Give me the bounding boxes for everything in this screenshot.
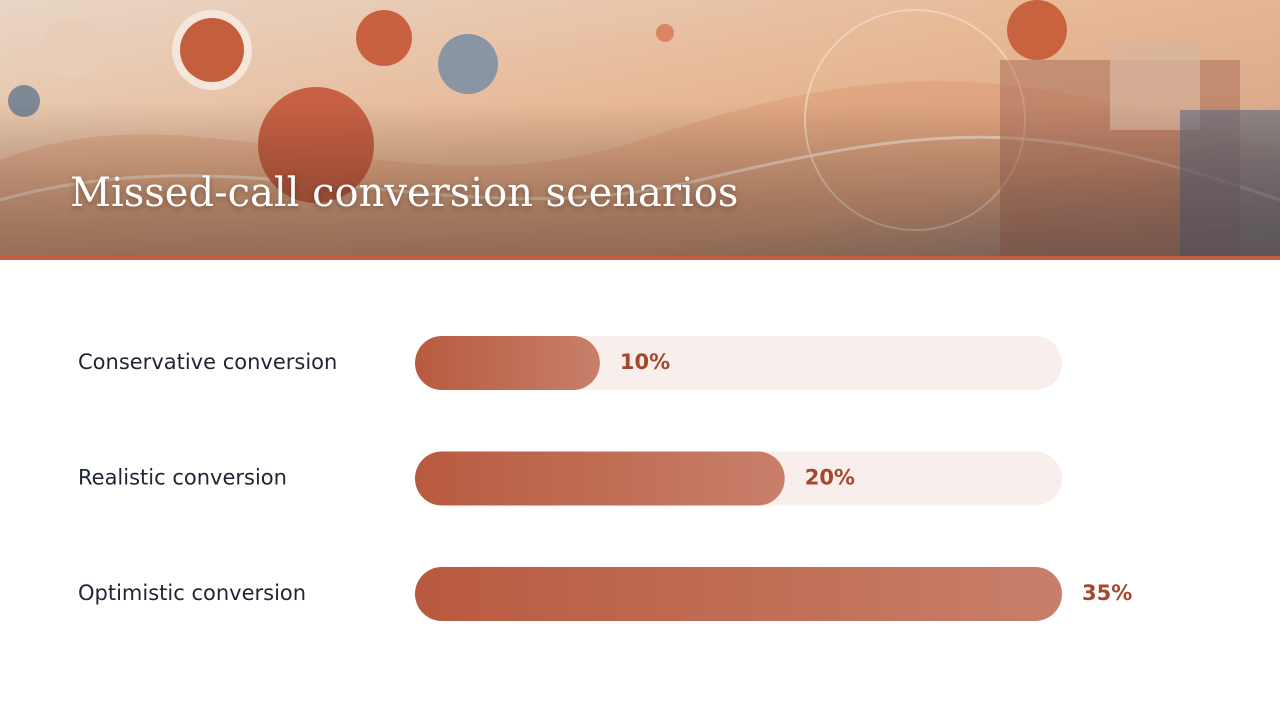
category-label: Optimistic conversion (78, 581, 306, 605)
bar (415, 336, 600, 390)
bar (415, 451, 785, 506)
category-label: Realistic conversion (78, 466, 287, 490)
category-label: Conservative conversion (78, 350, 337, 374)
chart-title: Missed-call conversion scenarios (70, 170, 739, 216)
chart: Conservative conversion 10% Realistic conv… (78, 336, 1132, 621)
header-banner (0, 0, 1280, 260)
value-label: 20% (805, 466, 855, 490)
value-label: 35% (1082, 581, 1132, 605)
bar (415, 567, 1062, 621)
value-label: 10% (620, 350, 670, 374)
